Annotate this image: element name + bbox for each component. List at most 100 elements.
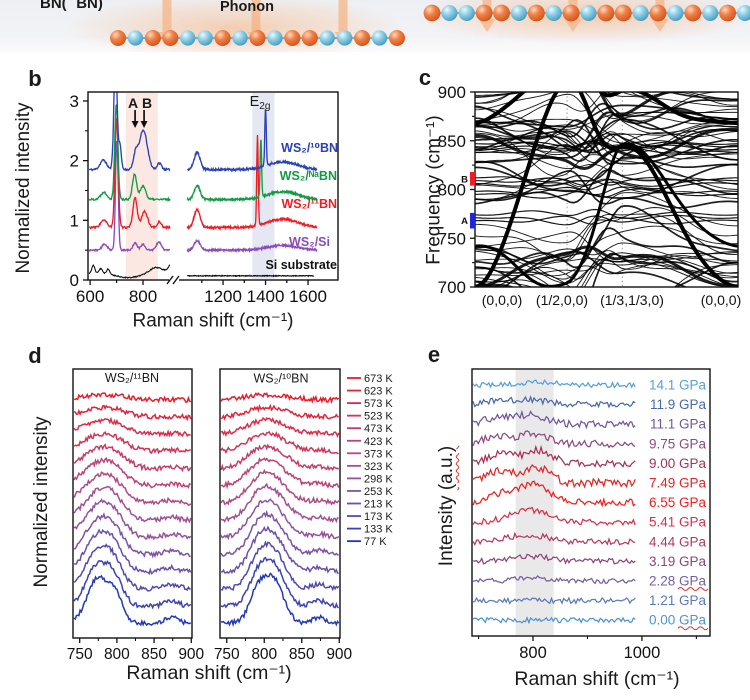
panel-d-frame-1 — [219, 368, 341, 639]
x-tick-label: 1600 — [289, 287, 327, 306]
q-point-label: (0,0,0) — [482, 292, 522, 308]
y-tick-label: 750 — [438, 229, 466, 248]
pressure-label: 3.19 GPa — [649, 554, 707, 569]
panel-e: 14.1 GPa 11.9 GPa 11.1 GPa 9.75 GPa 9.00 GPa… — [471, 368, 711, 662]
boron-atom — [162, 30, 179, 46]
temp-curve-373-k — [73, 471, 192, 506]
q-point-label: (1/2,0,0) — [536, 292, 588, 308]
panel-d-x-axis-title: Raman shift (cm⁻¹) — [126, 662, 292, 684]
panel-b: 600 800 1200 1400 1600 0 1 2 3 — [70, 91, 339, 306]
pressure-label: 11.1 GPa — [650, 417, 707, 432]
nitrogen-atom — [267, 30, 283, 46]
temp-curve-133-k — [73, 559, 192, 610]
phonon-band — [475, 261, 738, 287]
x-tick-label: 800 — [251, 646, 277, 663]
pressure-curve-3-19-gpa — [472, 553, 636, 565]
nitrogen-atom — [580, 5, 597, 21]
temp-curve-213-k — [221, 525, 339, 575]
temp-curve-523-k — [220, 430, 339, 455]
panel-d-plot-area-1 — [220, 392, 340, 628]
y-tick-label: 0 — [70, 271, 79, 290]
peak-a-annotation: A — [127, 95, 139, 111]
phonon-band — [475, 127, 738, 171]
temp-curve-623-k — [73, 404, 192, 422]
axis-break-mask — [169, 277, 179, 283]
x-tick-label: 850 — [141, 646, 167, 663]
pressure-curve-4-44-gpa — [472, 531, 636, 546]
spectrum-ws-si — [88, 140, 171, 253]
boron-atom — [110, 30, 126, 46]
boron-atom — [684, 4, 702, 22]
temp-curve-133-k — [220, 556, 339, 609]
boron-atom — [527, 4, 545, 22]
temp-curve-253-k — [220, 509, 339, 557]
panel-letter-b: b — [28, 66, 42, 91]
pressure-curve-1-21-gpa — [472, 596, 636, 605]
temp-curve-298-k — [220, 498, 340, 541]
temp-curve-253-k — [73, 512, 191, 559]
pressure-label: 4.44 GPa — [649, 534, 707, 549]
panel-d-y-axis-title: Normalized intensity — [31, 416, 52, 588]
phonon-band — [475, 156, 738, 187]
nitrogen-atom — [458, 5, 475, 21]
boron-atom — [493, 4, 510, 22]
x-tick-label: 1000 — [624, 644, 661, 662]
boron-atom — [614, 4, 632, 22]
phonon-band — [475, 255, 738, 287]
nitrogen-atom — [667, 5, 684, 21]
temp-curve-173-k — [73, 543, 191, 592]
pressure-label: 2.28 GPa — [649, 574, 707, 589]
panel-d-plot-area-0 — [73, 392, 192, 627]
pressure-curve-6-55-gpa — [472, 480, 636, 508]
pressure-curve-9-75-gpa — [472, 430, 636, 449]
boron-atom — [423, 4, 441, 22]
boron-atom — [649, 4, 667, 22]
phonon-band — [475, 144, 738, 186]
pressure-curve-0-00-gpa — [472, 616, 636, 625]
y-tick-label: 850 — [438, 132, 466, 151]
temp-curve-213-k — [74, 528, 192, 576]
phonon-band — [475, 125, 738, 153]
series-label-ws2-nabn: WS₂/ᴺᵃBN — [279, 169, 337, 183]
x-tick-label: 1400 — [247, 287, 285, 306]
temp-curve-673-k — [220, 392, 340, 405]
nitrogen-atom — [319, 30, 335, 46]
e2g-subscript: 2g — [259, 101, 271, 112]
e2g-annotation: E2g — [250, 94, 271, 112]
x-tick-label: 800 — [519, 644, 547, 662]
phonon-band — [475, 93, 738, 136]
phonon-band — [475, 115, 738, 156]
axis-marker-label-b: B — [461, 174, 468, 185]
y-tick-label: 2 — [70, 152, 79, 171]
x-tick-label: 900 — [178, 646, 204, 663]
phonon-arrow-head — [651, 19, 669, 32]
spectrum-ws-si-right — [186, 238, 318, 254]
boron-atom — [354, 30, 371, 46]
pressure-label: 14.1 GPa — [649, 378, 707, 393]
phonon-band — [475, 99, 738, 152]
temp-curve-473-k — [220, 443, 340, 472]
phonon-band — [475, 250, 738, 284]
pressure-label: 9.75 GPa — [649, 436, 707, 451]
temp-curve-473-k — [73, 443, 192, 473]
pressure-label: 11.9 GPa — [650, 397, 707, 412]
phonon-arrow-head — [478, 19, 496, 32]
x-tick-label: 600 — [76, 287, 104, 306]
boron-atom — [249, 30, 266, 46]
spectrum-ws-bn — [88, 103, 171, 203]
phonon-band — [475, 242, 738, 262]
boron-atom — [475, 4, 493, 22]
phonon-band — [475, 264, 738, 287]
panel-b-x-axis-title: Raman shift (cm⁻¹) — [132, 310, 294, 332]
temp-curve-323-k — [220, 482, 339, 524]
phonon-band-bold — [475, 92, 738, 287]
panel-e-plot-area — [472, 370, 636, 635]
nitrogen-atom — [127, 30, 144, 46]
pressure-curve-14-1-gpa — [472, 379, 636, 389]
series-label-si-substrate: Si substrate — [265, 258, 337, 272]
spectrum-ws-bn — [88, 117, 171, 231]
axis-marker-a — [470, 212, 475, 229]
x-tick-label: 900 — [326, 646, 352, 663]
legend-label: 77 K — [364, 536, 387, 548]
pressure-label: 5.41 GPa — [649, 515, 707, 530]
